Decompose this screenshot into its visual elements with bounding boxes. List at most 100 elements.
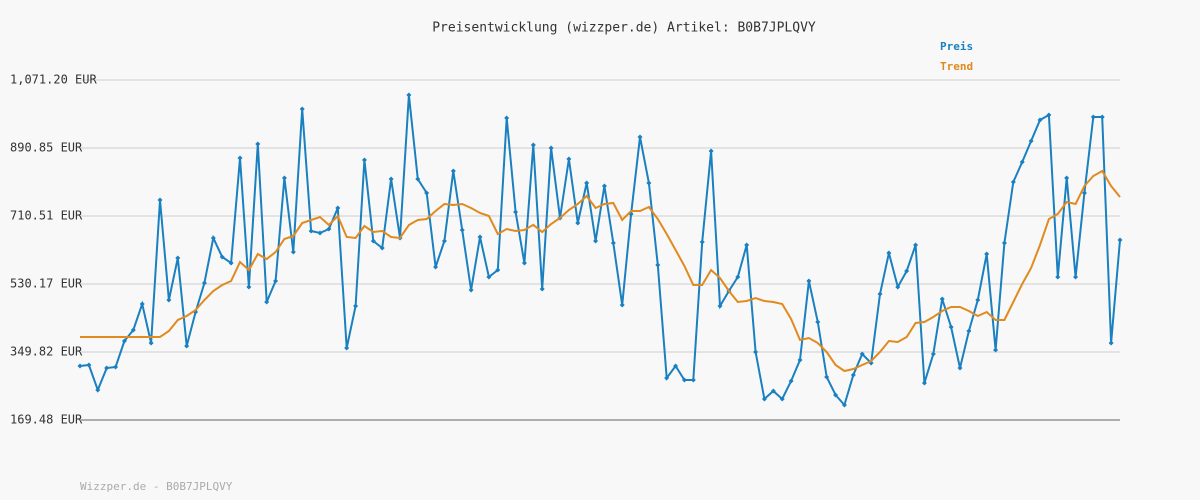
point [486, 274, 492, 280]
point [788, 378, 794, 384]
point [770, 388, 776, 394]
series-line [80, 169, 1121, 373]
point [1037, 117, 1043, 123]
point [815, 319, 821, 325]
point [806, 278, 812, 284]
point [530, 142, 536, 148]
point [77, 363, 83, 369]
point [1019, 159, 1025, 165]
legend-label: Preis [940, 40, 973, 53]
y-tick-label: 530.17 EUR [10, 276, 83, 290]
point [441, 238, 447, 244]
point [317, 230, 323, 236]
y-tick-label: 710.51 EUR [10, 209, 83, 223]
point [495, 267, 501, 273]
point [939, 296, 945, 302]
point [219, 254, 225, 260]
point [717, 303, 723, 309]
point [459, 227, 465, 233]
point [984, 251, 990, 257]
point [539, 286, 545, 292]
point [228, 260, 234, 266]
point [264, 299, 270, 305]
point [966, 328, 972, 334]
y-tick-label: 349.82 EUR [10, 345, 83, 359]
y-tick-label: 1,071.20 EUR [10, 73, 97, 87]
point [744, 242, 750, 248]
point [468, 287, 474, 293]
point [201, 280, 207, 286]
point [95, 387, 101, 393]
point [166, 297, 172, 303]
point [1010, 179, 1016, 185]
point [157, 197, 163, 203]
point [877, 291, 883, 297]
point [859, 351, 865, 357]
point [326, 226, 332, 232]
point [450, 168, 456, 174]
point [1117, 237, 1123, 243]
point [1081, 190, 1087, 196]
y-tick-label: 169.48 EUR [10, 413, 83, 427]
point [184, 343, 190, 349]
point [86, 362, 92, 368]
point [273, 278, 279, 284]
point [1064, 175, 1070, 181]
point [335, 205, 341, 211]
point [619, 302, 625, 308]
point [379, 245, 385, 251]
point [841, 402, 847, 408]
point [1108, 340, 1114, 346]
point [513, 209, 519, 215]
point [779, 396, 785, 402]
point [593, 238, 599, 244]
point [139, 301, 145, 307]
point [850, 372, 856, 378]
point [477, 234, 483, 240]
point [930, 351, 936, 357]
chart-title: Preisentwicklung (wizzper.de) Artikel: B… [432, 21, 816, 36]
point [904, 268, 910, 274]
point [673, 363, 679, 369]
point [921, 380, 927, 386]
point [104, 365, 110, 371]
point [237, 155, 243, 161]
point [761, 396, 767, 402]
legend-label: Trend [940, 60, 973, 73]
point [433, 264, 439, 270]
point [353, 303, 359, 309]
point [610, 240, 616, 246]
point [308, 228, 314, 234]
point [584, 180, 590, 186]
point [299, 106, 305, 112]
point [290, 249, 296, 255]
point [646, 180, 652, 186]
series-line [79, 94, 1121, 408]
point [130, 327, 136, 333]
point [797, 357, 803, 363]
point [370, 238, 376, 244]
point [1099, 114, 1105, 120]
point [113, 364, 119, 370]
point [601, 183, 607, 189]
point [210, 235, 216, 241]
point [833, 392, 839, 398]
point [948, 324, 954, 330]
point [1001, 240, 1007, 246]
point [699, 239, 705, 245]
point [1055, 274, 1061, 280]
point [637, 134, 643, 140]
point [993, 347, 999, 353]
point [708, 148, 714, 154]
y-tick-label: 890.85 EUR [10, 141, 83, 155]
point [566, 156, 572, 162]
footer: Wizzper.de - B0B7JPLQVY [80, 480, 233, 493]
point [1046, 112, 1052, 118]
point [175, 255, 181, 261]
point [681, 377, 687, 383]
point [148, 340, 154, 346]
point [424, 190, 430, 196]
point [664, 375, 670, 381]
